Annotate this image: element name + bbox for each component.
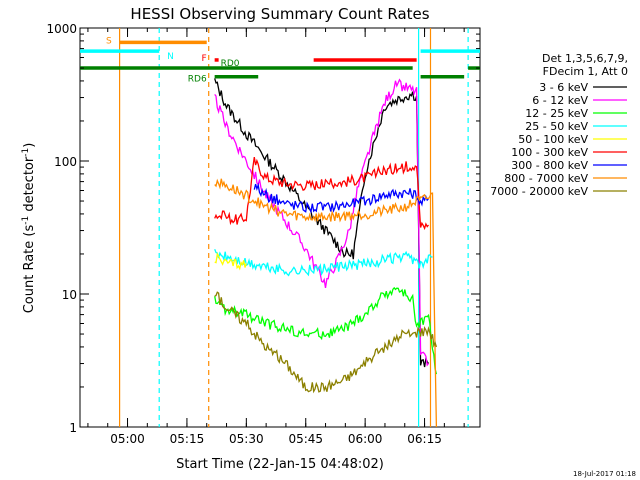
legend-label: 25 - 50 keV	[525, 120, 588, 133]
flag-label-n: N	[167, 52, 174, 62]
legend-label: 12 - 25 keV	[525, 107, 588, 120]
series-line	[214, 252, 247, 271]
footer-date: 18-Jul-2017 01:18	[573, 470, 636, 478]
legend-label: 300 - 800 keV	[511, 159, 588, 172]
x-tick-label: 05:45	[288, 432, 323, 446]
legend-header: FDecim 1, Att 0	[543, 65, 628, 78]
legend-label: 50 - 100 keV	[518, 133, 588, 146]
flag-label-s: S	[106, 36, 112, 46]
series-line	[253, 182, 429, 214]
legend-label: 3 - 6 keV	[539, 81, 588, 94]
series-line	[214, 78, 430, 368]
series-line	[214, 249, 433, 277]
legend-label: 800 - 7000 keV	[504, 172, 588, 185]
y-tick-label: 1	[69, 421, 77, 435]
series-line	[214, 78, 430, 367]
y-tick-label: 100	[54, 155, 77, 169]
flag-label-rd0: RD0	[221, 59, 240, 69]
x-axis-label: Start Time (22-Jan-15 04:48:02)	[176, 457, 384, 472]
series-layer	[214, 78, 438, 428]
x-tick-label: 05:15	[170, 432, 205, 446]
legend: Det 1,3,5,6,7,9,FDecim 1, Att 0 3 - 6 keV…	[490, 52, 628, 198]
x-tick-label: 06:00	[348, 432, 383, 446]
series-line	[214, 156, 430, 231]
legend-header: Det 1,3,5,6,7,9,	[542, 52, 628, 65]
x-tick-label: 05:30	[229, 432, 264, 446]
flag-label-rd6: RD6	[188, 75, 207, 85]
series-line	[214, 286, 438, 375]
y-tick-label: 1000	[46, 22, 77, 36]
y-tick-label: 10	[62, 288, 77, 302]
legend-label: 100 - 300 keV	[511, 146, 588, 159]
series-line	[214, 291, 438, 394]
plot-frame	[79, 27, 481, 428]
annotations: S N F RD0 RD6	[80, 28, 480, 427]
legend-label: 6 - 12 keV	[532, 94, 588, 107]
legend-label: 7000 - 20000 keV	[490, 185, 588, 198]
x-tick-label: 06:15	[407, 432, 442, 446]
x-tick-label: 05:00	[110, 432, 145, 446]
series-line	[214, 178, 438, 428]
chart-title: HESSI Observing Summary Count Rates	[130, 5, 429, 23]
flag-label-f: F	[202, 54, 207, 64]
y-axis-label: Count Rate (s-1 detector-1)	[21, 143, 37, 314]
axis-ticks: 1 10 100 1000 05:00 05:15 05:30 05:45 06:00 06:15	[46, 22, 480, 446]
